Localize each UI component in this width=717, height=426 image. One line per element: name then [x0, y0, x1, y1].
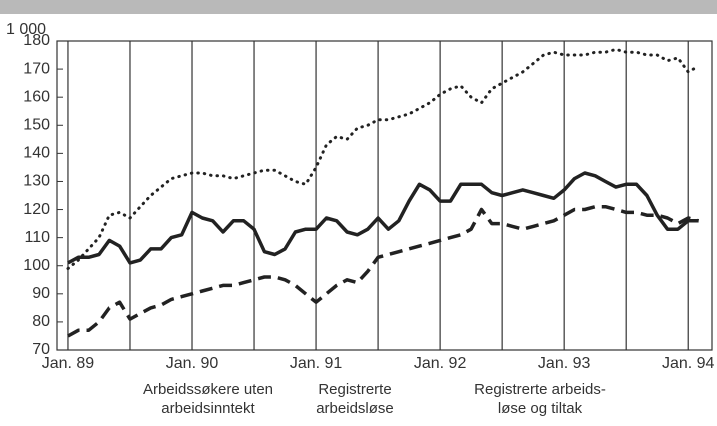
- y-tick-label: 100: [23, 257, 50, 274]
- legend-label: Arbeidssøkere uten arbeidsinntekt: [143, 381, 273, 417]
- legend-line: arbeidsinntekt: [161, 400, 255, 417]
- legend-line: Arbeidssøkere uten: [143, 381, 273, 398]
- legend: Arbeidssøkere uten arbeidsinntekt Registre…: [143, 381, 606, 417]
- y-tick-label: 120: [23, 201, 50, 218]
- x-tick-label: Jan. 90: [166, 355, 219, 372]
- y-tick-label: 180: [23, 32, 50, 49]
- unit-label: 1 000: [6, 21, 46, 38]
- y-tick-label: 110: [24, 229, 50, 246]
- legend-line: Registrerte: [318, 381, 391, 398]
- x-tick-label: Jan. 91: [290, 355, 343, 372]
- y-tick-label: 150: [23, 116, 50, 133]
- y-tick-label: 140: [23, 145, 50, 162]
- x-tick-label: Jan. 93: [538, 355, 591, 372]
- legend-line: Registrerte arbeids-: [474, 381, 606, 398]
- y-tick-label: 130: [23, 173, 50, 190]
- legend-label: Registrerte arbeids-løse og tiltak: [474, 381, 606, 417]
- x-tick-label: Jan. 94: [662, 355, 715, 372]
- x-tick-label: Jan. 92: [414, 355, 467, 372]
- legend-line: løse og tiltak: [498, 400, 583, 417]
- series-line: [66, 47, 701, 270]
- y-tick-label: 90: [32, 285, 50, 302]
- top-band: [0, 0, 717, 14]
- series-line: [67, 171, 699, 265]
- y-tick-label: 80: [32, 313, 50, 330]
- legend-line: arbeidsløse: [316, 400, 394, 417]
- plot-frame: [56, 40, 713, 351]
- x-tick-label: Jan. 89: [42, 355, 95, 372]
- y-tick-label: 170: [23, 60, 50, 77]
- y-tick-label: 70: [32, 341, 50, 358]
- legend-label: Registrerte arbeidsløse: [316, 381, 394, 417]
- series-line: [67, 204, 700, 338]
- y-tick-label: 160: [23, 88, 50, 105]
